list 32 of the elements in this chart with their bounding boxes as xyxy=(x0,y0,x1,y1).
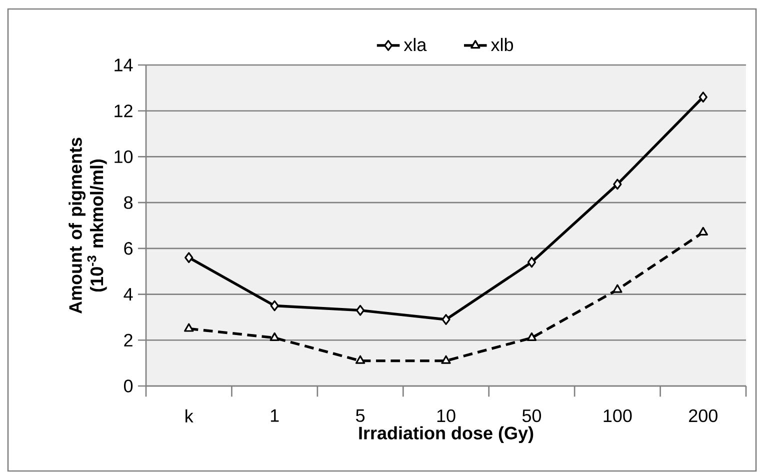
point xyxy=(442,314,450,325)
x-tick-label: 200 xyxy=(689,409,718,422)
point xyxy=(698,92,708,103)
point xyxy=(356,304,365,316)
point xyxy=(355,355,366,364)
y-tick-label: 10 xyxy=(114,150,133,164)
point xyxy=(613,178,622,190)
point xyxy=(441,355,451,364)
point xyxy=(527,256,536,268)
point xyxy=(612,284,622,293)
x-tick-label: 10 xyxy=(437,409,456,422)
legend-label: xla xyxy=(404,38,427,52)
x-tick-label: 1 xyxy=(270,409,279,422)
x-tick-label: 100 xyxy=(604,409,632,422)
point xyxy=(270,332,280,341)
x-tick-label: 5 xyxy=(356,409,365,422)
y-tick-label: 2 xyxy=(124,334,132,346)
y-tick-label: 8 xyxy=(124,196,133,209)
y-tick-label: 0 xyxy=(124,380,133,392)
point xyxy=(184,252,194,264)
point xyxy=(270,300,279,312)
x-tick-label: k xyxy=(186,409,194,422)
point xyxy=(526,332,537,341)
y-tick-label: 4 xyxy=(124,288,133,300)
x-tick-label: 50 xyxy=(522,409,542,422)
point xyxy=(184,323,194,332)
legend-label: xlb xyxy=(490,38,514,52)
x-axis-title: Irradiation dose (Gy) xyxy=(359,426,534,444)
y-tick-label: 6 xyxy=(124,242,133,255)
y-tick-label: 12 xyxy=(114,104,132,118)
point xyxy=(698,226,708,236)
y-tick-label: 14 xyxy=(114,58,133,72)
